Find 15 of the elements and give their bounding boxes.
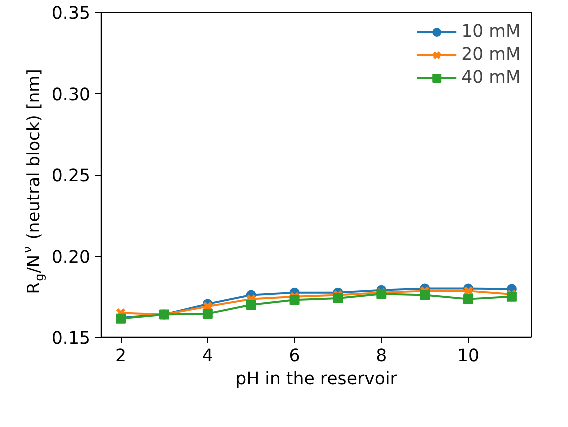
x-axis-title: pH in the reservoir: [236, 370, 398, 390]
x-tick-label: 6: [289, 346, 300, 366]
y-tick-label: 0.25: [52, 166, 91, 186]
y-tick-label: 0.30: [52, 85, 91, 106]
x-tick-label: 10: [457, 346, 480, 366]
x-tick-label: 2: [116, 346, 127, 366]
legend-label: 20 mM: [462, 45, 521, 65]
y-tick-label: 0.20: [52, 248, 91, 268]
x-tick-label: 8: [376, 346, 388, 366]
y-tick-label: 0.35: [52, 4, 91, 24]
x-tick-label: 4: [202, 346, 214, 366]
y-tick-label: 0.15: [52, 329, 91, 349]
legend-label: 40 mM: [462, 68, 521, 88]
y-axis-title: Rg/Nν (neutral block) [nm]: [20, 69, 46, 294]
legend-label: 10 mM: [462, 22, 521, 42]
